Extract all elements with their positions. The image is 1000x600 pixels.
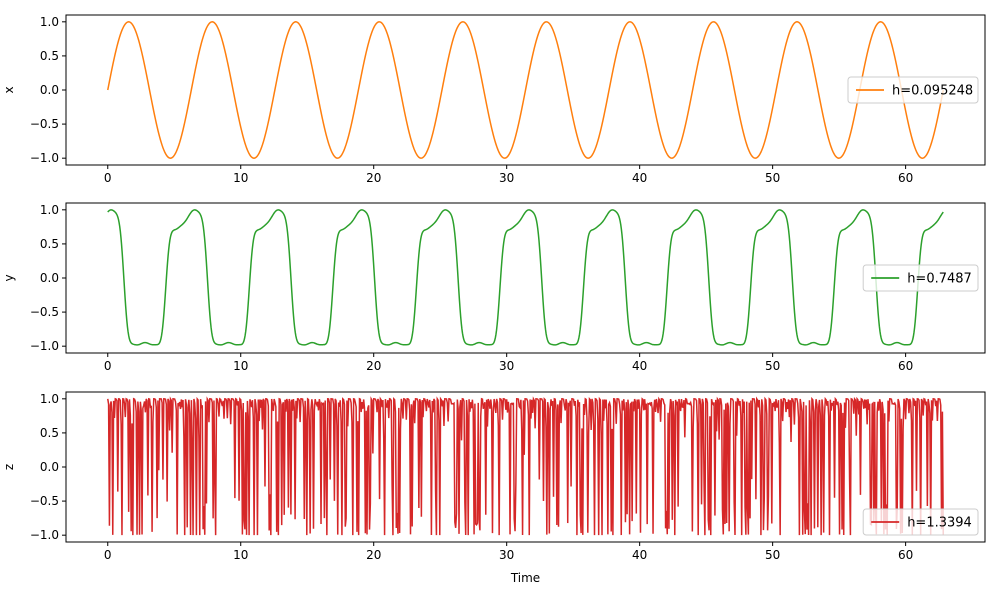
- y-tick-label: −0.5: [30, 117, 59, 131]
- x-tick-label: 10: [233, 171, 248, 185]
- x-tick-label: 60: [898, 359, 913, 373]
- x-tick-label: 30: [499, 548, 514, 562]
- legend-label: h=0.7487: [907, 272, 972, 287]
- x-tick-label: 40: [632, 171, 647, 185]
- y-tick-label: −1.0: [30, 151, 59, 165]
- x-tick-label: 40: [632, 548, 647, 562]
- x-tick-label: 40: [632, 359, 647, 373]
- y-axis-label: y: [2, 274, 16, 281]
- x-tick-label: 50: [765, 359, 780, 373]
- legend: h=1.3394: [862, 508, 979, 536]
- x-tick-label: 50: [765, 548, 780, 562]
- series-line-2-0: [107, 396, 944, 536]
- y-tick-label: −0.5: [30, 305, 59, 319]
- y-tick-label: 0.0: [40, 460, 59, 474]
- legend-label: h=0.095248: [892, 84, 973, 99]
- series-line-0-0: [107, 21, 944, 159]
- y-tick-label: 1.0: [40, 392, 59, 406]
- x-axis-label: Time: [510, 571, 540, 585]
- x-tick-label: 50: [765, 171, 780, 185]
- x-tick-label: 60: [898, 548, 913, 562]
- y-tick-label: 0.5: [40, 237, 59, 251]
- x-tick-label: 30: [499, 359, 514, 373]
- y-axis-label: z: [2, 464, 16, 470]
- legend-frame: [847, 76, 979, 104]
- legend-frame: [862, 264, 979, 292]
- x-tick-label: 10: [233, 359, 248, 373]
- subplot-x: 0 10 20 30 40 50 60 −1.0 −0.5 0.0 0.5 1.0 x h=0.09524…: [2, 14, 986, 185]
- x-tick-label: 10: [233, 548, 248, 562]
- x-tick-label: 0: [104, 359, 112, 373]
- subplot-z: 0 10 20 30 40 50 60 −1.0 −0.5 0.0 0.5 1.0 z Time h=1.3…: [2, 391, 986, 585]
- x-tick-label: 0: [104, 548, 112, 562]
- x-tick-label: 60: [898, 171, 913, 185]
- y-tick-label: −0.5: [30, 494, 59, 508]
- series-line-1-0: [107, 209, 944, 346]
- y-tick-label: 0.0: [40, 83, 59, 97]
- legend-frame: [862, 508, 979, 536]
- y-axis-label: x: [2, 86, 16, 93]
- subplot-y: 0 10 20 30 40 50 60 −1.0 −0.5 0.0 0.5 1.0 y h=0.7487: [2, 202, 986, 373]
- legend-label: h=1.3394: [907, 516, 972, 531]
- x-tick-label: 20: [366, 359, 381, 373]
- y-tick-label: 0.0: [40, 271, 59, 285]
- y-tick-label: 0.5: [40, 426, 59, 440]
- x-tick-label: 30: [499, 171, 514, 185]
- x-tick-label: 20: [366, 171, 381, 185]
- x-tick-label: 20: [366, 548, 381, 562]
- y-tick-label: 1.0: [40, 15, 59, 29]
- y-tick-label: −1.0: [30, 528, 59, 542]
- legend: h=0.7487: [862, 264, 979, 292]
- legend: h=0.095248: [847, 76, 979, 104]
- y-tick-label: −1.0: [30, 339, 59, 353]
- y-tick-label: 0.5: [40, 49, 59, 63]
- y-tick-label: 1.0: [40, 203, 59, 217]
- x-tick-label: 0: [104, 171, 112, 185]
